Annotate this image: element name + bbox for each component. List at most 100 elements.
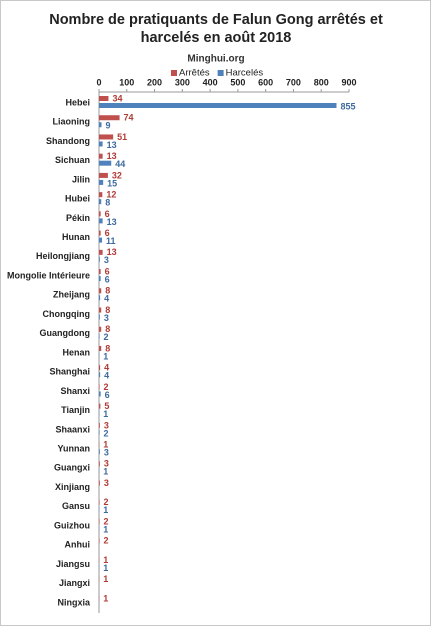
bar <box>99 269 101 275</box>
y-tick-label: Shanghai <box>49 367 90 377</box>
data-label: 8 <box>105 343 110 353</box>
x-tick-label: 100 <box>119 77 134 87</box>
data-label: 8 <box>105 198 110 208</box>
data-label: 6 <box>105 274 110 284</box>
data-label: 2 <box>104 497 109 507</box>
data-label: 1 <box>103 440 108 450</box>
bar <box>99 134 114 140</box>
data-label: 8 <box>105 286 110 296</box>
x-tick-label: 0 <box>96 77 101 87</box>
data-label: 13 <box>107 217 117 227</box>
bar <box>99 499 100 505</box>
x-tick-label: 500 <box>230 77 245 87</box>
bar <box>99 345 102 351</box>
y-tick-label: Jilin <box>72 174 90 184</box>
y-tick-label: Yunnan <box>57 444 90 454</box>
bar <box>99 449 100 455</box>
data-label: 1 <box>103 563 108 573</box>
legend-swatch <box>171 70 177 76</box>
bar <box>99 256 100 262</box>
data-label: 1 <box>103 351 108 361</box>
x-tick-label: 800 <box>314 77 329 87</box>
bar <box>99 218 103 224</box>
data-label: 3 <box>104 313 109 323</box>
bar <box>99 103 337 108</box>
bar <box>99 122 102 128</box>
data-label: 6 <box>105 209 110 219</box>
y-tick-label: Mongolie Intérieure <box>7 270 90 280</box>
data-label: 2 <box>104 516 109 526</box>
data-label: 8 <box>105 324 110 334</box>
bar <box>99 192 103 198</box>
data-label: 15 <box>107 178 117 188</box>
data-label: 34 <box>112 93 122 103</box>
data-label: 6 <box>105 266 110 276</box>
x-tick-label: 600 <box>258 77 273 87</box>
data-label: 1 <box>103 574 108 584</box>
bar <box>99 538 100 544</box>
bar <box>99 153 103 159</box>
y-tick-label: Guizhou <box>54 520 90 530</box>
data-label: 12 <box>106 190 116 200</box>
bar <box>99 314 100 320</box>
data-label: 3 <box>104 478 109 488</box>
data-label: 2 <box>104 332 109 342</box>
bar <box>99 307 102 313</box>
legend-label: Harcelés <box>226 68 264 79</box>
data-label: 44 <box>115 159 125 169</box>
bar <box>99 276 101 282</box>
bar <box>99 326 102 332</box>
y-tick-label: Ningxia <box>57 597 91 607</box>
y-tick-label: Hunan <box>62 232 90 242</box>
bar <box>99 461 100 467</box>
data-label: 51 <box>117 132 127 142</box>
y-tick-label: Shandong <box>46 136 90 146</box>
data-label: 2 <box>104 428 109 438</box>
data-label: 13 <box>107 247 117 257</box>
bar <box>99 422 100 428</box>
data-label: 3 <box>104 459 109 469</box>
data-label: 1 <box>103 467 108 477</box>
y-tick-label: Anhui <box>65 540 91 550</box>
y-tick-label: Shaanxi <box>55 424 90 434</box>
bar <box>99 249 103 255</box>
y-tick-label: Shanxi <box>60 386 90 396</box>
data-label: 1 <box>103 524 108 534</box>
data-label: 8 <box>105 305 110 315</box>
data-label: 1 <box>103 505 108 515</box>
y-tick-label: Gansu <box>62 501 90 511</box>
y-tick-label: Henan <box>62 347 90 357</box>
data-label: 9 <box>106 121 111 131</box>
y-tick-label: Guangxi <box>54 463 90 473</box>
y-tick-label: Jiangsu <box>56 559 90 569</box>
y-tick-label: Hubei <box>65 194 90 204</box>
bar <box>99 519 100 525</box>
bar <box>99 179 104 185</box>
bar <box>99 429 100 435</box>
data-label: 32 <box>112 170 122 180</box>
y-tick-label: Xinjiang <box>55 482 90 492</box>
data-label: 4 <box>104 371 109 381</box>
y-tick-label: Hebei <box>65 97 90 107</box>
data-label: 855 <box>341 101 356 111</box>
y-tick-label: Guangdong <box>40 328 91 338</box>
bar <box>99 96 109 101</box>
data-label: 1 <box>103 555 108 565</box>
bar <box>99 141 103 147</box>
data-label: 4 <box>104 294 109 304</box>
data-label: 74 <box>124 113 134 123</box>
y-tick-label: Jiangxi <box>59 578 90 588</box>
bar <box>99 237 103 243</box>
bar <box>99 288 102 294</box>
data-label: 3 <box>104 448 109 458</box>
bar <box>99 115 120 121</box>
bar <box>99 199 102 205</box>
y-tick-label: Tianjin <box>61 405 90 415</box>
bar <box>99 230 101 236</box>
data-label: 2 <box>104 382 109 392</box>
bar <box>99 295 101 301</box>
bar <box>99 403 101 409</box>
bar <box>99 384 100 390</box>
